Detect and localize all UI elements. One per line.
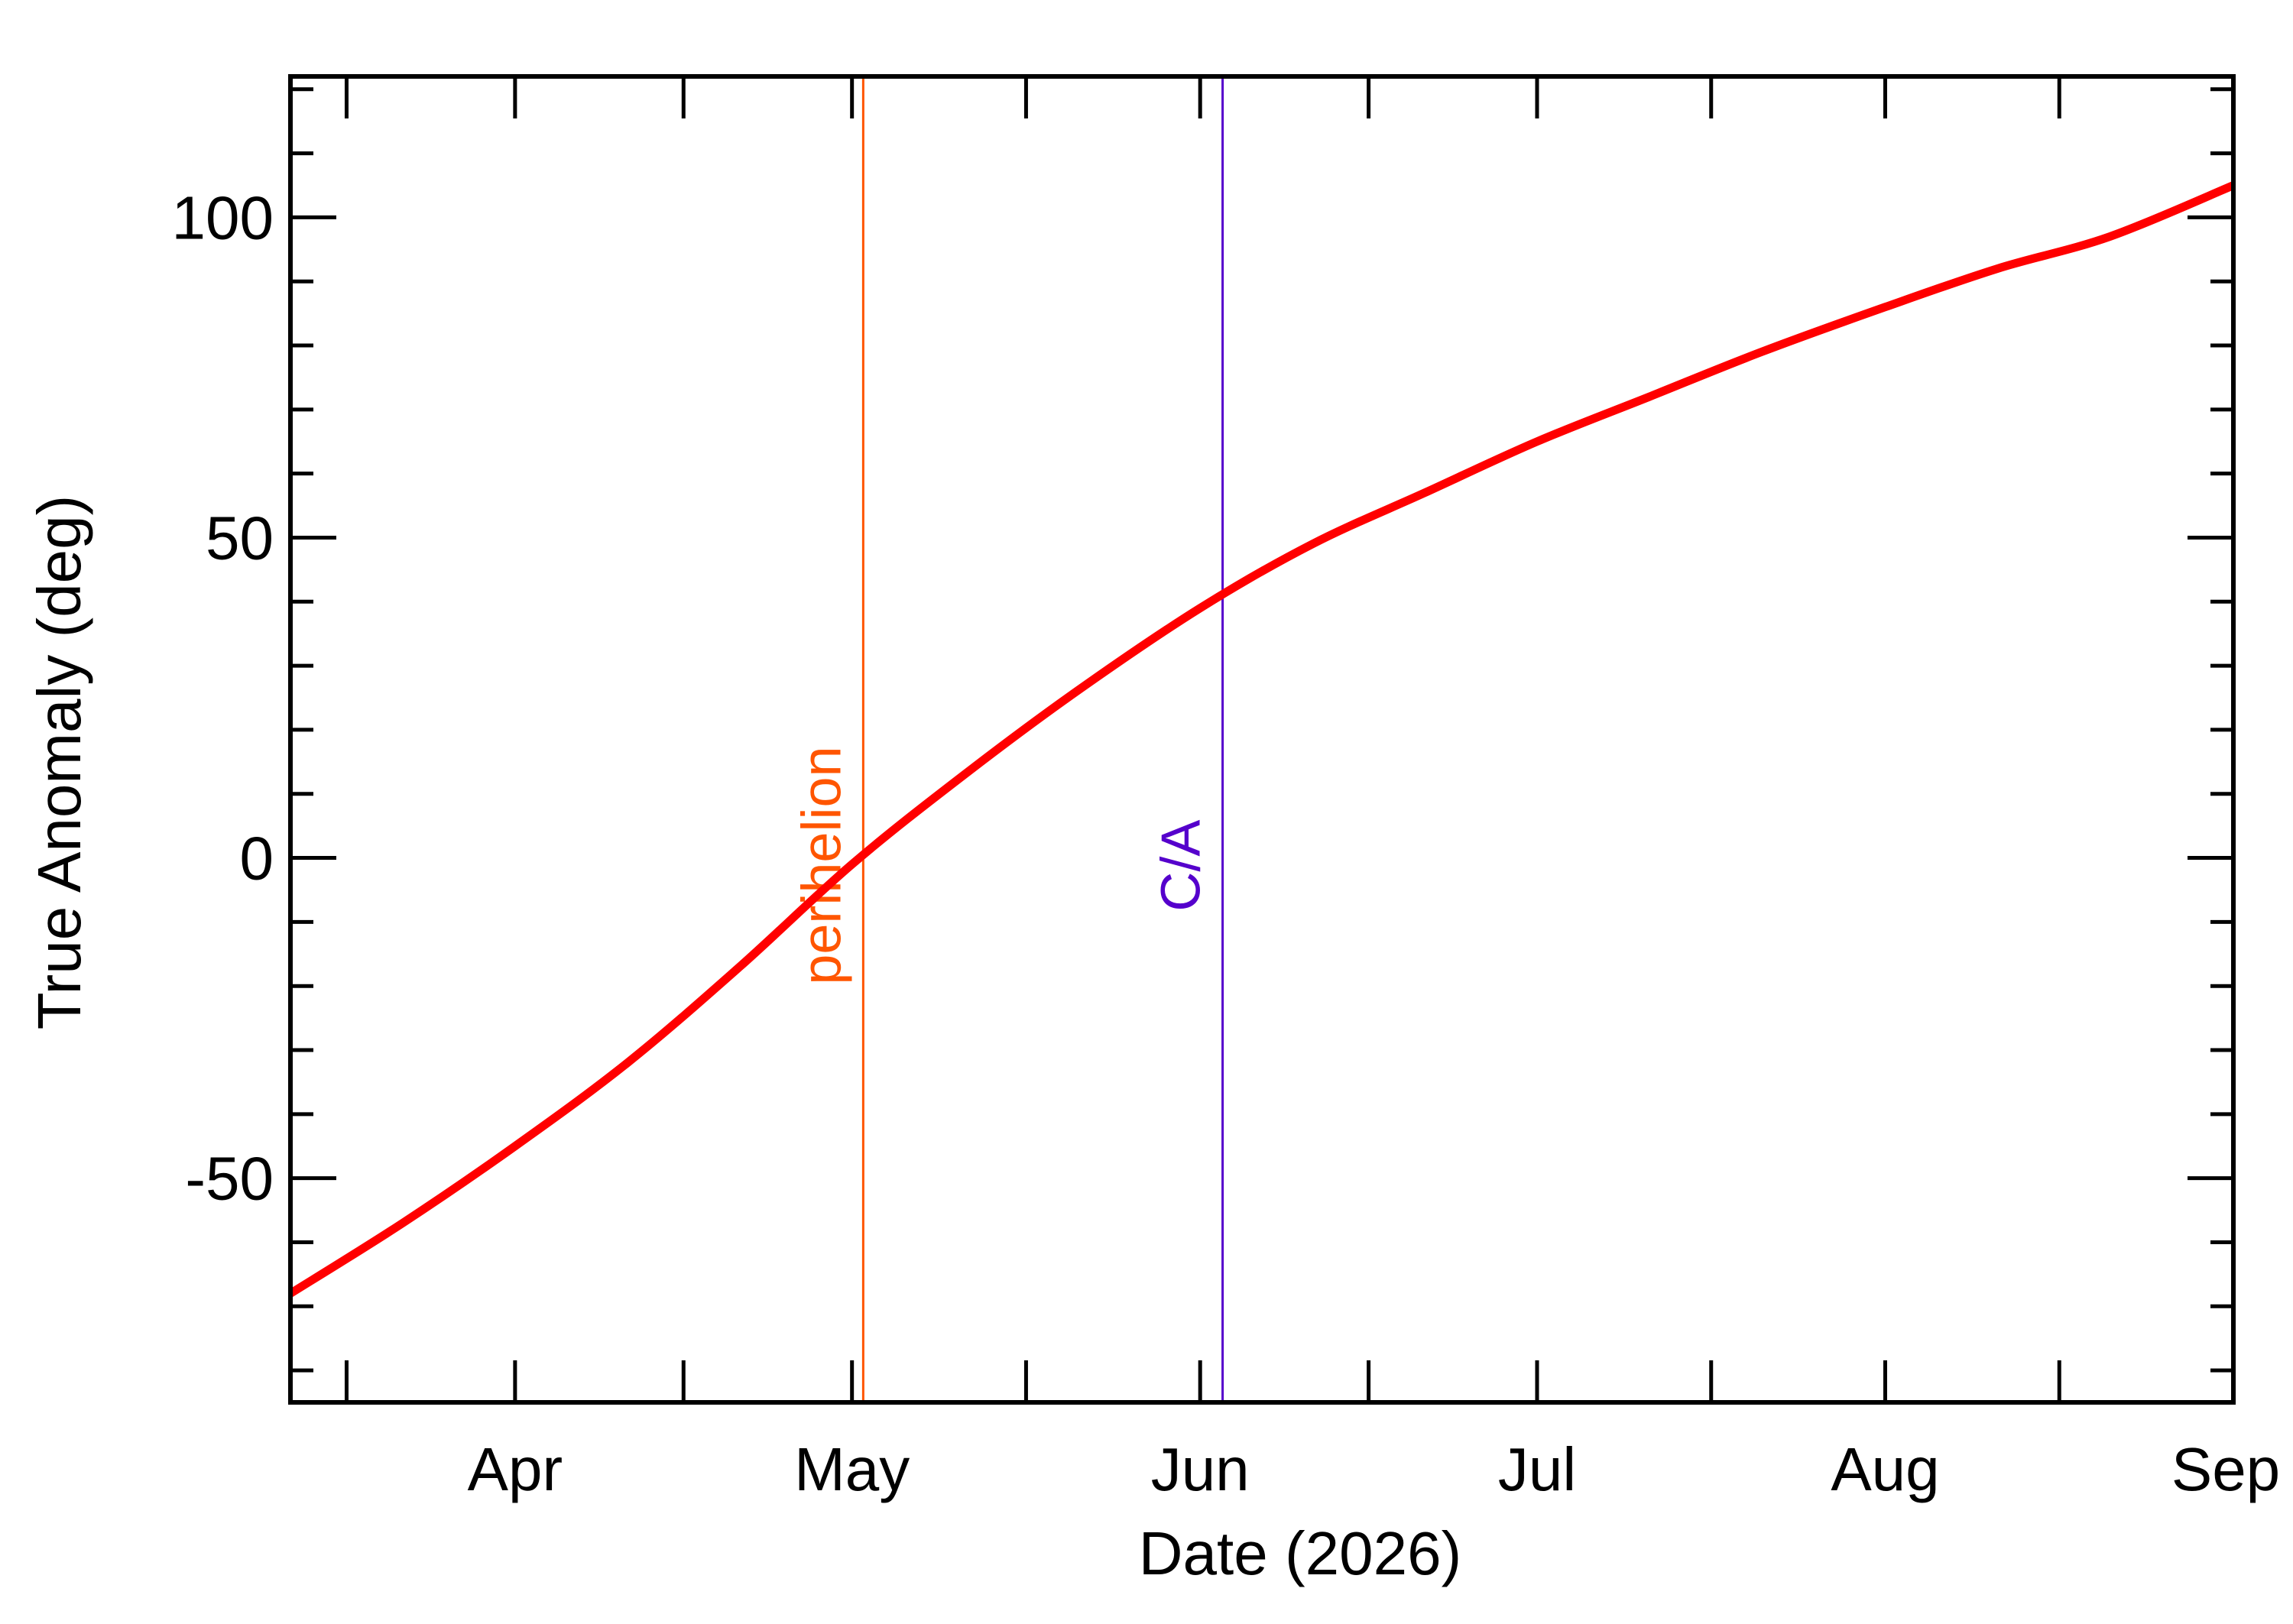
x-tick-label: Apr bbox=[468, 1435, 563, 1503]
x-tick-label: Jun bbox=[1151, 1435, 1250, 1503]
y-tick-label: 0 bbox=[240, 825, 274, 893]
true-anomaly-line bbox=[288, 181, 2236, 1298]
plot-frame bbox=[288, 74, 2236, 1405]
event-marker-label: perihelion bbox=[791, 746, 852, 984]
series-layer bbox=[288, 181, 2236, 1298]
x-tick-label: Aug bbox=[1831, 1435, 1939, 1503]
minor-ticks bbox=[290, 76, 2233, 1402]
x-axis-title: Date (2026) bbox=[1139, 1519, 1461, 1587]
y-tick-label: 50 bbox=[206, 504, 274, 572]
x-tick-label: Sep bbox=[2171, 1435, 2280, 1503]
tick-labels: 100 50 0 -50 Apr May Jun Jul Aug Sep bbox=[172, 183, 2281, 1503]
y-axis-title: True Anomaly (deg) bbox=[25, 495, 93, 1030]
y-tick-label: 100 bbox=[172, 183, 274, 251]
y-tick-label: -50 bbox=[185, 1145, 274, 1213]
event-marker-label: C/A bbox=[1151, 820, 1212, 912]
x-tick-label: May bbox=[794, 1435, 910, 1503]
major-ticks bbox=[290, 76, 2236, 1402]
event-markers: perihelion C/A bbox=[791, 76, 1224, 1402]
x-tick-label: Jul bbox=[1498, 1435, 1576, 1503]
